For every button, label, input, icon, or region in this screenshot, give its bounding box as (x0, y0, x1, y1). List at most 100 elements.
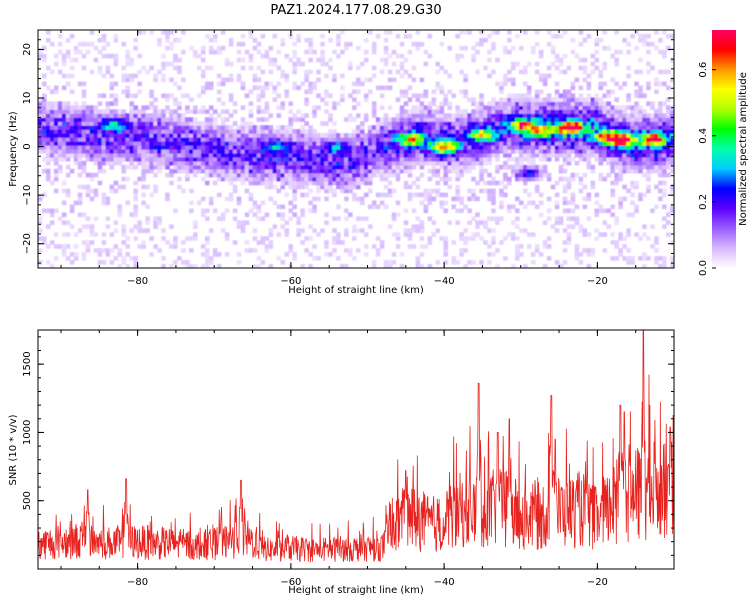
heatmap-cell (455, 176, 460, 182)
heatmap-cell (244, 176, 250, 182)
heatmap-cell (670, 240, 674, 245)
heatmap-cell (161, 152, 166, 158)
heatmap-cell (387, 168, 393, 174)
heatmap-cell (427, 196, 433, 202)
heatmap-cell (300, 168, 305, 174)
heatmap-cell (491, 125, 496, 130)
heatmap-cell (276, 141, 282, 146)
heatmap-cell (284, 129, 290, 134)
heatmap-cell (197, 129, 202, 134)
heatmap-cell (399, 105, 405, 110)
heatmap-cell (181, 49, 186, 55)
heatmap-cell (479, 125, 484, 130)
heatmap-cell (320, 184, 325, 190)
heatmap-cell (435, 113, 441, 118)
heatmap-cell (320, 57, 325, 63)
heatmap-cell (173, 236, 178, 241)
heatmap-cell (141, 160, 146, 166)
heatmap-cell (141, 141, 146, 146)
heatmap-cell (173, 97, 178, 102)
heatmap-cell (308, 208, 313, 214)
heatmap-cell (602, 149, 608, 154)
heatmap-cell (411, 152, 417, 158)
heatmap-cell (646, 121, 651, 126)
heatmap-cell (117, 137, 123, 142)
heatmap-cell (252, 145, 258, 150)
heatmap-cell (475, 129, 480, 134)
heatmap-cell (518, 152, 524, 158)
heatmap-cell (562, 109, 568, 114)
heatmap-cell (240, 228, 246, 233)
heatmap-cell (57, 133, 63, 138)
heatmap-cell (264, 133, 270, 138)
heatmap-cell (169, 133, 174, 138)
heatmap-cell (570, 172, 576, 178)
heatmap-cell (109, 149, 115, 154)
heatmap-cell (232, 137, 238, 142)
heatmap-cell (606, 224, 612, 229)
heatmap-cell (256, 145, 262, 150)
heatmap-cell (586, 129, 592, 134)
heatmap-cell (129, 121, 135, 126)
heatmap-cell (61, 125, 67, 130)
heatmap-cell (177, 37, 182, 43)
heatmap-cell (81, 240, 87, 245)
heatmap-cell (439, 204, 445, 210)
heatmap-cell (133, 133, 138, 138)
heatmap-cell (216, 164, 222, 170)
heatmap-cell (590, 117, 596, 122)
heatmap-cell (284, 125, 290, 130)
heatmap-cell (507, 113, 512, 118)
heatmap-cell (81, 41, 87, 47)
heatmap-cell (662, 160, 667, 166)
heatmap-cell (169, 61, 174, 67)
heatmap-cell (197, 53, 202, 59)
heatmap-cell (662, 121, 667, 126)
heatmap-cell (403, 149, 409, 154)
heatmap-cell (427, 264, 433, 268)
heatmap-cell (463, 152, 468, 158)
heatmap-cell (522, 168, 528, 174)
heatmap-cell (248, 149, 254, 154)
heatmap-cell (530, 113, 536, 118)
heatmap-cell (407, 184, 413, 190)
heatmap-cell (133, 93, 138, 99)
heatmap-cell (367, 129, 373, 134)
heatmap-cell (61, 180, 67, 186)
heatmap-cell (308, 200, 313, 206)
heatmap-cell (363, 180, 369, 186)
heatmap-cell (232, 101, 238, 106)
heatmap-cell (240, 137, 246, 142)
heatmap-cell (495, 220, 500, 225)
heatmap-cell (495, 117, 500, 122)
heatmap-cell (264, 156, 270, 162)
heatmap-cell (316, 149, 321, 154)
heatmap-cell (407, 117, 413, 122)
heatmap-cell (121, 73, 127, 79)
heatmap-cell (582, 129, 588, 134)
heatmap-cell (594, 101, 600, 106)
heatmap-cell (224, 133, 230, 138)
heatmap-cell (248, 208, 254, 214)
heatmap-cell (284, 252, 290, 257)
heatmap-cell (630, 200, 635, 206)
heatmap-cell (272, 133, 278, 138)
heatmap-cell (276, 65, 282, 71)
heatmap-cell (344, 45, 349, 51)
heatmap-cell (546, 156, 552, 162)
heatmap-cell (546, 93, 552, 99)
heatmap-cell (395, 149, 401, 154)
heatmap-cell (419, 133, 425, 138)
heatmap-cell (666, 133, 671, 138)
heatmap-cell (407, 232, 413, 237)
heatmap-cell (109, 145, 115, 150)
heatmap-cell (336, 156, 341, 162)
heatmap-cell (638, 89, 643, 95)
heatmap-cell (77, 125, 83, 130)
heatmap-cell (550, 97, 556, 102)
heatmap-cell (538, 53, 544, 59)
heatmap-cell (638, 113, 643, 118)
heatmap-cell (45, 224, 51, 229)
heatmap-cell (526, 101, 532, 106)
heatmap-cell (487, 188, 492, 194)
